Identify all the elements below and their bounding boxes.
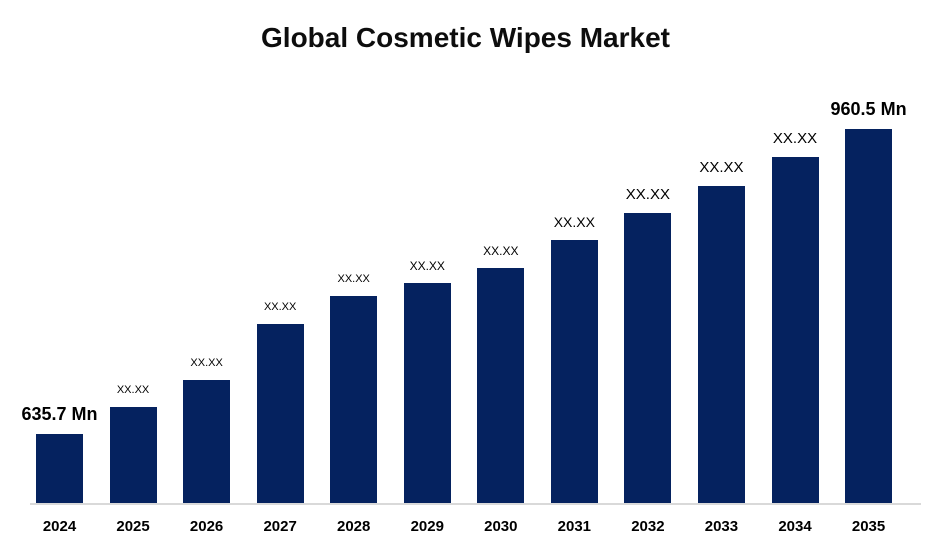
x-tick-2033: 2033 xyxy=(704,518,739,535)
x-axis-line xyxy=(30,503,921,505)
bar-2025 xyxy=(109,407,157,503)
value-label-2034: XX.XX xyxy=(772,130,818,147)
value-label-2035: 960.5 Mn xyxy=(830,99,907,119)
bar-2029 xyxy=(403,283,451,503)
x-tick-2029: 2029 xyxy=(410,518,444,535)
bar-2031 xyxy=(550,240,598,503)
bar-2032 xyxy=(624,213,672,503)
chart-title: Global Cosmetic Wipes Market xyxy=(261,22,670,53)
x-tick-2025: 2025 xyxy=(116,518,150,535)
x-tick-2028: 2028 xyxy=(337,518,371,535)
x-tick-2027: 2027 xyxy=(263,518,297,535)
x-tick-2026: 2026 xyxy=(189,518,224,535)
x-tick-2031: 2031 xyxy=(557,518,592,535)
x-tick-2024: 2024 xyxy=(42,518,77,535)
bar-2024 xyxy=(36,434,83,503)
x-tick-2034: 2034 xyxy=(778,518,812,535)
bar-2035 xyxy=(845,129,893,503)
bar-2030 xyxy=(477,268,525,503)
value-label-2025: XX.XX xyxy=(116,384,150,396)
value-label-2026: XX.XX xyxy=(190,357,223,369)
bar-2034 xyxy=(771,157,819,503)
value-label-2032: XX.XX xyxy=(625,186,670,203)
bar-2033 xyxy=(697,186,745,503)
bar-2028 xyxy=(330,296,378,503)
bar-2026 xyxy=(183,380,231,503)
x-tick-2030: 2030 xyxy=(484,518,518,535)
value-label-2031: XX.XX xyxy=(553,214,595,230)
value-label-2027: XX.XX xyxy=(263,301,297,313)
value-label-2024: 635.7 Mn xyxy=(21,404,98,424)
value-label-2029: XX.XX xyxy=(409,259,445,273)
value-label-2033: XX.XX xyxy=(699,159,744,176)
bar-2027 xyxy=(256,324,304,503)
x-tick-2035: 2035 xyxy=(851,518,886,535)
value-label-2030: XX.XX xyxy=(483,244,519,258)
value-label-2028: XX.XX xyxy=(337,273,370,285)
x-tick-2032: 2032 xyxy=(631,518,665,535)
